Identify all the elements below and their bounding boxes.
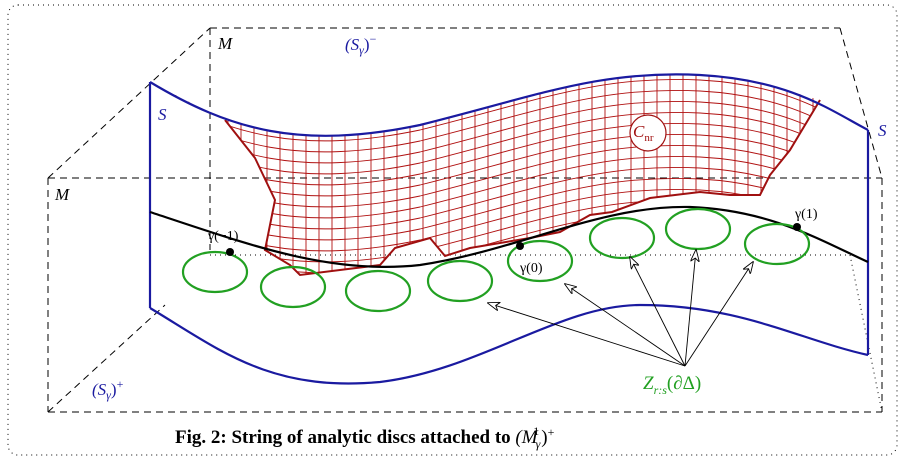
border [8, 5, 897, 455]
label-s-right: S [878, 121, 887, 140]
label-gamma-1: γ(1) [794, 207, 818, 222]
label-m-back: M [217, 34, 233, 53]
grid [150, 60, 868, 350]
hidden-edges [210, 255, 882, 412]
diagram: M (Sγ)− S S M Cnr γ(−1) γ(0) γ(1) Zr:s(∂… [0, 0, 905, 459]
label-s-gamma-plus: (Sγ)+ [92, 377, 124, 402]
discs [183, 209, 809, 311]
label-z-rs: Zr:s(∂Δ) [643, 373, 701, 397]
caption: Fig. 2: String of analytic discs attache… [175, 424, 555, 451]
label-gamma-0: γ(0) [519, 261, 543, 276]
label-s-left: S [158, 105, 167, 124]
label-s-gamma-minus: (Sγ)− [345, 32, 377, 57]
label-gamma-minus1: γ(−1) [207, 229, 239, 244]
surface [150, 74, 868, 383]
label-m-front: M [54, 185, 70, 204]
